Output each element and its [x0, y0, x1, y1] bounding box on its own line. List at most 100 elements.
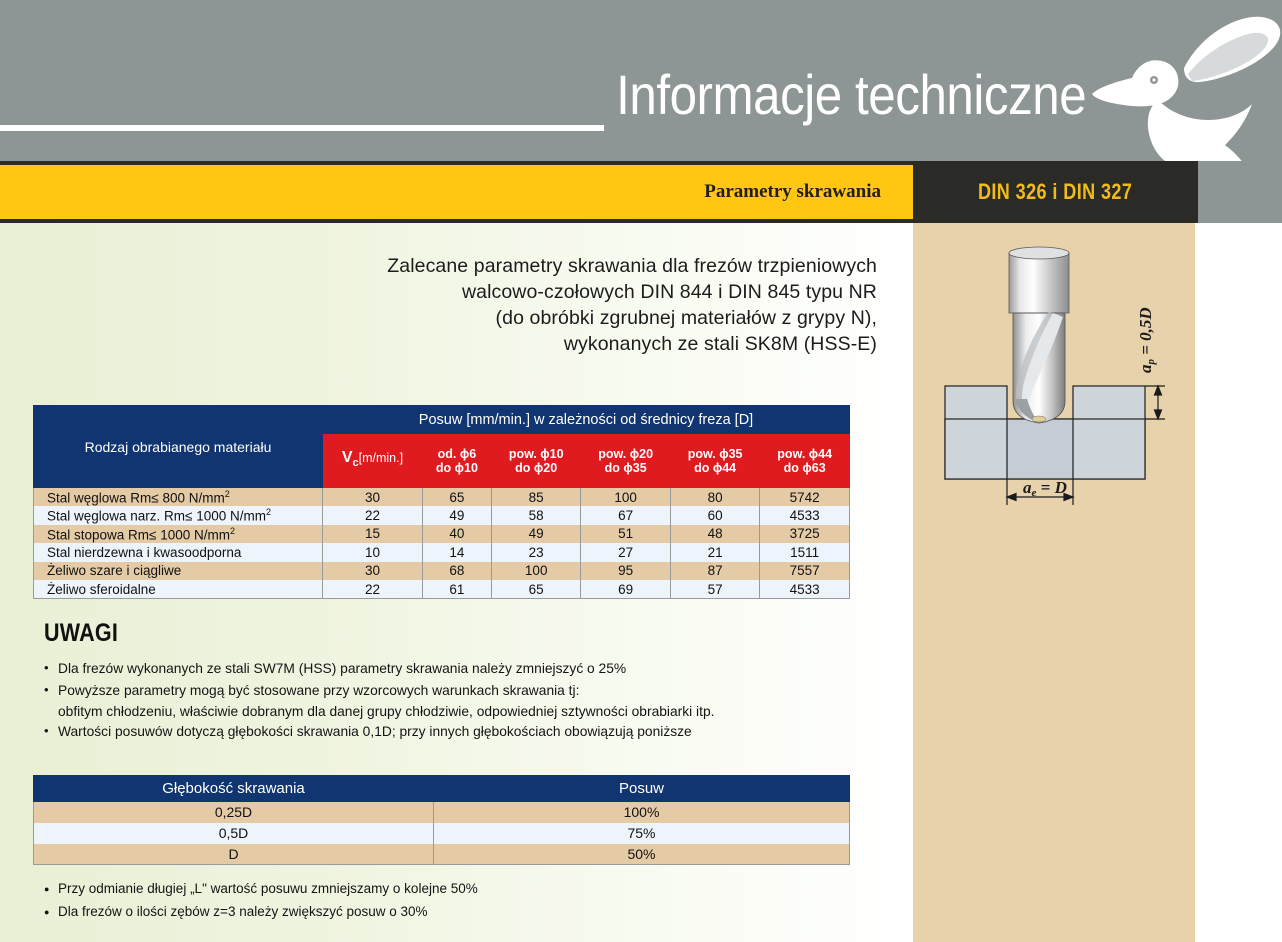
cell-value: 49: [490, 524, 582, 543]
d1-line1: od. ϕ6: [437, 446, 477, 461]
intro-line-1: Zalecane parametry skrawania dla frezów …: [387, 255, 877, 277]
d5-line2: do ϕ63: [783, 460, 826, 475]
table-row: Stal nierdzewna i kwasoodporna 10 14 23 27 21…: [33, 543, 850, 562]
intro-text: Zalecane parametry skrawania dla frezów …: [320, 253, 877, 357]
page-header: Informacje techniczne: [0, 0, 1282, 161]
cell-feed: 75%: [433, 822, 850, 844]
cell-value: 87: [669, 561, 761, 580]
cell-value: 30: [322, 487, 423, 506]
note-item-2: Powyższe parametry mogą być stosowane pr…: [44, 680, 854, 701]
cell-value: 14: [421, 543, 492, 562]
page-title: Informacje techniczne: [615, 63, 1087, 126]
note-item-2-continuation: obfitym chłodzeniu, właściwie dobranym d…: [58, 704, 715, 719]
cell-material: Stal stopowa Rm≤ 1000 N/mm2: [33, 524, 323, 543]
table-header-top: Rodzaj obrabianego materiału Posuw [mm/m…: [33, 405, 850, 488]
table-header-cols: Vc[m/min.] od. ϕ6 do ϕ10 pow. ϕ10 do ϕ20…: [34, 433, 850, 488]
footnotes-list: Przy odmianie długiej „L" wartość posuwu…: [44, 878, 854, 924]
right-white-margin: [1195, 223, 1282, 942]
table-row: 0,5D 75%: [33, 822, 850, 844]
cell-material: Żeliwo szare i ciągliwe: [33, 561, 323, 580]
d1-line2: do ϕ10: [435, 460, 478, 475]
vc-unit: [m/min.]: [358, 450, 404, 465]
intro-line-4: wykonanych ze stali SK8M (HSS-E): [563, 333, 877, 355]
cell-value: 51: [580, 524, 671, 543]
d3-line2: do ϕ35: [604, 460, 647, 475]
cell-value: 58: [490, 506, 582, 525]
depth-feed-body: 0,25D 100% 0,5D 75% D 50%: [33, 801, 850, 865]
cell-value: 85: [490, 487, 582, 506]
cell-value: 57: [669, 580, 761, 599]
band-dark-rounded-end: [1150, 161, 1198, 223]
section-label: Parametry skrawania: [704, 181, 881, 202]
depth-col-header: Głębokość skrawania: [33, 775, 434, 802]
band-yellow: Parametry skrawania: [0, 165, 913, 219]
cell-depth: 0,25D: [33, 801, 434, 823]
notes-title: UWAGI: [44, 619, 119, 647]
cell-material: Żeliwo sferoidalne: [33, 580, 323, 599]
d5-line1: pow. ϕ44: [777, 446, 833, 461]
column-header-d2: pow. ϕ10 do ϕ20: [490, 433, 582, 488]
diagram-label-width: ae = D: [1023, 478, 1067, 499]
cell-value: 22: [322, 580, 423, 599]
cutting-parameters-table: Rodzaj obrabianego materiału Posuw [mm/m…: [33, 405, 850, 599]
d4-line1: pow. ϕ35: [687, 446, 743, 461]
cell-material: Stal węglowa Rm≤ 800 N/mm2: [33, 487, 323, 506]
table-row: Stal stopowa Rm≤ 1000 N/mm2 15 40 49 51 48 372…: [33, 524, 850, 543]
note-item-1: Dla frezów wykonanych ze stali SW7M (HSS…: [44, 658, 854, 679]
cell-value: 10: [322, 543, 423, 562]
cell-feed: 50%: [433, 843, 850, 865]
cell-value: 22: [322, 506, 423, 525]
section-band: Parametry skrawania DIN 326 i DIN 327: [0, 161, 1282, 223]
notes-list: Dla frezów wykonanych ze stali SW7M (HSS…: [44, 658, 854, 743]
intro-line-2: walcowo-czołowych DIN 844 i DIN 845 typu…: [461, 281, 877, 303]
cell-value: 69: [580, 580, 671, 599]
hummingbird-icon: [1092, 16, 1281, 161]
feed-col-header: Posuw: [433, 775, 850, 802]
column-header-vc: Vc[m/min.]: [322, 433, 423, 488]
column-header-d1: od. ϕ6 do ϕ10: [421, 433, 492, 488]
cell-value: 95: [580, 561, 671, 580]
table-row: Stal węglowa Rm≤ 800 N/mm2 30 65 85 100 80 574…: [33, 487, 850, 506]
cell-material: Stal węglowa narz. Rm≤ 1000 N/mm2: [33, 506, 323, 525]
column-header-d5: pow. ϕ44 do ϕ63: [759, 433, 850, 488]
footnote-item-1: Przy odmianie długiej „L" wartość posuwu…: [44, 878, 854, 900]
din-badge: DIN 326 i DIN 327: [913, 161, 1198, 223]
cell-value: 100: [580, 487, 671, 506]
d3-line1: pow. ϕ20: [598, 446, 654, 461]
cell-value: 60: [669, 506, 761, 525]
header-rule: [0, 125, 604, 131]
cell-value: 1511: [759, 543, 850, 562]
d2-line1: pow. ϕ10: [508, 446, 564, 461]
cell-value: 80: [669, 487, 761, 506]
cutting-parameters-body: Stal węglowa Rm≤ 800 N/mm2 30 65 85 100 80 574…: [33, 487, 850, 599]
d4-line2: do ϕ44: [694, 460, 737, 475]
depth-feed-table: Głębokość skrawania Posuw 0,25D 100% 0,5D 7…: [33, 775, 850, 865]
column-header-feed-title: Posuw [mm/min.] w zależności od średnicy…: [322, 405, 850, 434]
depth-table-header: Głębokość skrawania Posuw: [33, 775, 850, 802]
table-row: D 50%: [33, 843, 850, 865]
band-grey-tail: [1198, 161, 1282, 223]
cell-value: 5742: [759, 487, 850, 506]
main-content: Zalecane parametry skrawania dla frezów …: [0, 223, 913, 942]
cell-value: 27: [580, 543, 671, 562]
cell-value: 23: [490, 543, 582, 562]
column-header-d3: pow. ϕ20 do ϕ35: [580, 433, 671, 488]
cell-material: Stal nierdzewna i kwasoodporna: [33, 543, 323, 562]
d2-line2: do ϕ20: [515, 460, 558, 475]
cell-feed: 100%: [433, 801, 850, 823]
cell-value: 100: [490, 561, 582, 580]
cell-value: 7557: [759, 561, 850, 580]
cell-value: 3725: [759, 524, 850, 543]
end-mill-cutting-diagram: ap = 0,5D ae = D: [944, 246, 1165, 505]
cell-value: 61: [421, 580, 492, 599]
table-row: 0,25D 100%: [33, 801, 850, 823]
cell-value: 65: [421, 487, 492, 506]
cell-depth: D: [33, 843, 434, 865]
cell-value: 15: [322, 524, 423, 543]
cell-value: 4533: [759, 580, 850, 599]
note-item-3: Wartości posuwów dotyczą głębokości skra…: [44, 721, 854, 742]
cell-value: 65: [490, 580, 582, 599]
cell-value: 40: [421, 524, 492, 543]
vc-symbol: Vc: [341, 448, 359, 470]
table-row: Stal węglowa narz. Rm≤ 1000 N/mm2 22 49 58 6…: [33, 506, 850, 525]
